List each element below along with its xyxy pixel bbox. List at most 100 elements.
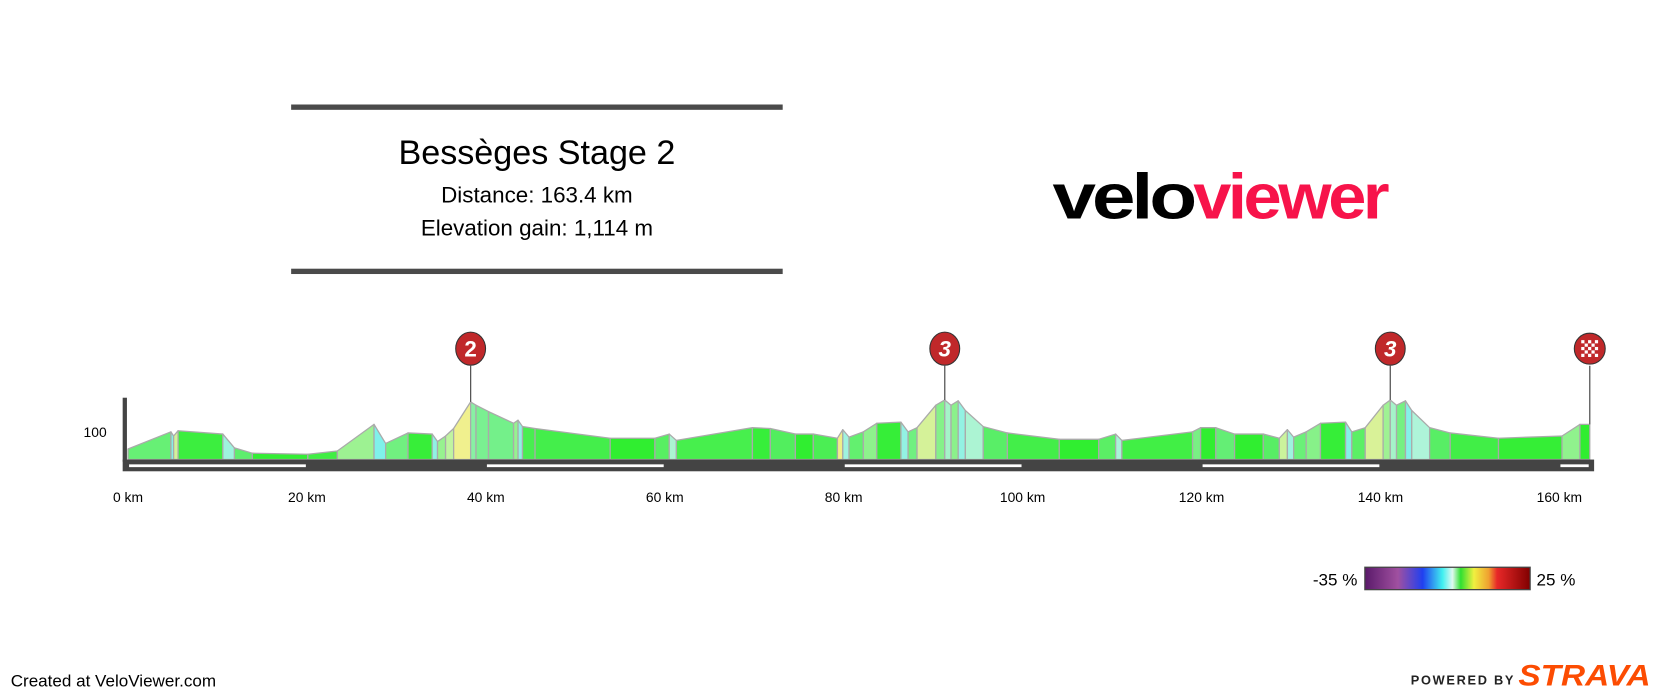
x-tick-label: 160 km — [1537, 489, 1582, 505]
checker-square — [1588, 346, 1592, 351]
profile-segment — [675, 427, 754, 461]
profile-segment — [1121, 431, 1194, 461]
created-at-link[interactable]: Created at VeloViewer.com — [11, 672, 216, 691]
profile-segment — [431, 433, 439, 461]
profile-segment — [1293, 431, 1307, 461]
distance-bar-segment — [1202, 464, 1380, 468]
profile-segment — [307, 450, 338, 461]
checker-square — [1591, 350, 1595, 354]
profile-segment — [336, 423, 375, 461]
profile-segment — [862, 422, 878, 461]
profile-segment — [1215, 427, 1236, 461]
profile-segment — [668, 433, 678, 461]
profile-segment — [935, 399, 946, 461]
profile-segment — [1579, 423, 1591, 461]
distance-bar-segment — [129, 464, 306, 468]
distance-bar-segment — [1560, 464, 1589, 468]
legend-color-bar — [1364, 566, 1531, 591]
category-label: 3 — [1384, 337, 1397, 362]
profile-segment — [876, 421, 902, 461]
checker-square — [1588, 340, 1592, 344]
profile-segment — [957, 400, 966, 461]
x-tick-label: 140 km — [1358, 489, 1403, 505]
x-tick-label: 100 km — [1000, 489, 1045, 505]
logo-viewer: viewer — [1193, 161, 1388, 233]
legend-min-label: -35 % — [1313, 570, 1358, 589]
x-tick-label: 80 km — [825, 489, 863, 505]
distance-bar-segment — [486, 464, 664, 468]
profile-segment — [751, 427, 771, 461]
profile-segment — [251, 452, 309, 461]
profile-segment — [385, 432, 409, 461]
x-tick-label: 40 km — [467, 489, 505, 505]
profile-segment — [1097, 433, 1117, 461]
profile-segment — [1389, 399, 1398, 461]
profile-segment — [848, 431, 864, 461]
profile-segment — [964, 409, 984, 461]
profile-segment — [452, 401, 472, 461]
profile-segment — [469, 401, 477, 461]
profile-segment — [836, 428, 844, 461]
profile-segment — [521, 425, 536, 461]
elevation-gain-text: Elevation gain: 1,114 m — [421, 216, 653, 241]
category-label: 3 — [939, 337, 952, 362]
profile-segment — [1428, 427, 1451, 461]
profile-segment — [444, 427, 455, 461]
profile-segment — [233, 447, 253, 461]
climb-category-marker: 2 — [455, 331, 487, 402]
climb-category-marker: 3 — [1374, 331, 1406, 400]
gradient-legend: -35 % 25 % — [1313, 566, 1576, 591]
profile-segment — [373, 423, 387, 461]
profile-segment — [950, 400, 959, 461]
category-label: 2 — [464, 337, 476, 362]
profile-segment — [609, 437, 656, 461]
profile-segment — [436, 435, 447, 461]
profile-segment — [1114, 433, 1123, 461]
profile-segment — [794, 433, 814, 461]
y-tick-label: 100 — [84, 424, 107, 440]
profile-segment — [1199, 427, 1217, 461]
distance-bar-segment — [844, 464, 1022, 468]
profile-segment — [1404, 400, 1413, 461]
profile-segment — [517, 419, 524, 461]
profile-segment — [407, 432, 433, 461]
header-bottom-rule — [291, 268, 783, 275]
profile-segment — [1364, 404, 1384, 461]
profile-segment — [812, 433, 839, 461]
powered-by-strava-logo: POWERED BY STRAVA — [1411, 660, 1651, 693]
profile-segment — [944, 399, 952, 461]
checker-square — [1584, 350, 1588, 354]
profile-segment — [1411, 409, 1431, 461]
profile-segment — [475, 404, 490, 461]
profile-segment — [127, 431, 172, 461]
checker-square — [1581, 353, 1585, 357]
distance-text: Distance: 163.4 km — [441, 183, 633, 208]
profile-segment — [1344, 421, 1353, 461]
logo-velo: velo — [1052, 161, 1194, 233]
checker-square — [1594, 340, 1599, 344]
profile-segment — [534, 427, 611, 461]
profile-segment — [1319, 421, 1347, 461]
powered-by-text: POWERED BY — [1411, 673, 1515, 688]
checker-square — [1594, 353, 1599, 357]
profile-segment — [1395, 400, 1407, 461]
y-axis-line — [122, 397, 127, 462]
x-tick-label: 120 km — [1179, 489, 1224, 505]
legend-max-label: 25 % — [1537, 570, 1576, 589]
x-tick-label: 0 km — [113, 489, 143, 505]
profile-segment — [1561, 423, 1581, 461]
profile-segment — [177, 430, 224, 461]
checker-square — [1581, 340, 1585, 344]
profile-segment — [1449, 432, 1500, 461]
profile-segment — [222, 433, 236, 461]
profile-segment — [1278, 428, 1289, 461]
profile-segment — [487, 410, 515, 461]
profile-segment — [1006, 432, 1060, 461]
profile-segment — [1286, 428, 1295, 461]
x-tick-label: 20 km — [288, 489, 326, 505]
category-badge — [1374, 331, 1406, 366]
header-top-rule — [291, 104, 783, 110]
checker-square — [1588, 353, 1592, 357]
profile-segment — [769, 427, 797, 461]
